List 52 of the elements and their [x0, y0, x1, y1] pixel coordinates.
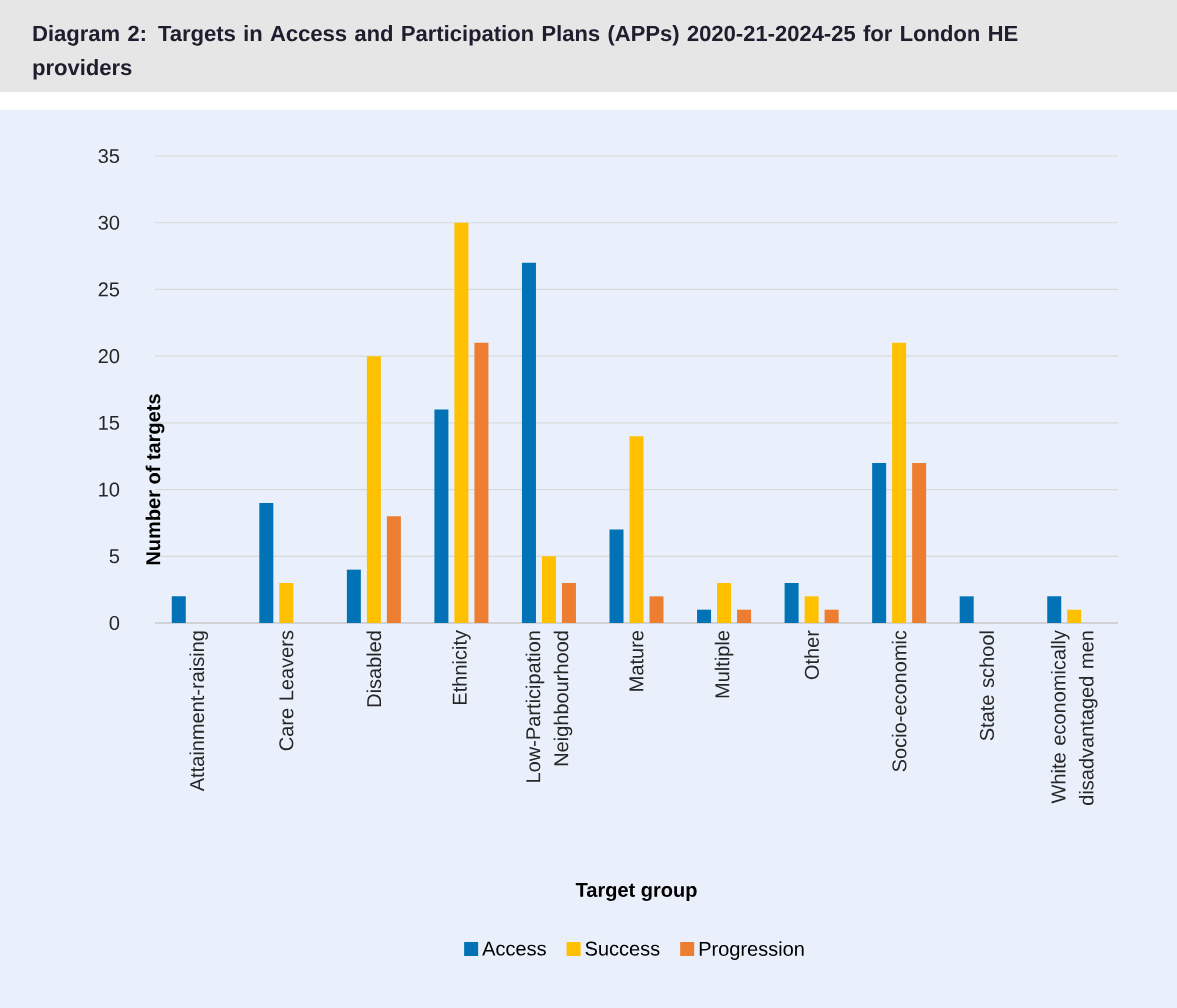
- bar: [697, 609, 712, 624]
- x-tick-label: Mature: [629, 630, 644, 691]
- x-axis-title: Target group: [575, 883, 697, 902]
- legend-label: Progression: [699, 941, 804, 960]
- bar: [279, 582, 294, 624]
- y-tick-label: 20: [98, 349, 120, 364]
- bar: [629, 436, 644, 624]
- legend-label: Success: [585, 941, 660, 956]
- bar: [959, 596, 974, 624]
- bar: [561, 582, 576, 624]
- x-tick-label: Socio-economic: [891, 630, 907, 772]
- bar: [912, 462, 927, 624]
- bar: [454, 222, 469, 624]
- y-tick-label: 10: [99, 482, 120, 497]
- bar: [1047, 596, 1062, 624]
- y-tick-label: 15: [99, 415, 120, 430]
- x-tick-label: Ethnicity: [452, 630, 471, 705]
- bar: [259, 502, 274, 624]
- bar: [474, 342, 489, 624]
- bar: [386, 516, 401, 624]
- bar: [824, 609, 839, 624]
- y-tick-label: 35: [98, 148, 120, 164]
- y-tick-label: 25: [98, 282, 120, 297]
- y-axis-title: Number of targets: [145, 394, 165, 565]
- x-tick-label: Attainment-raising: [189, 631, 209, 792]
- bar: [541, 556, 556, 624]
- x-tick-label: State school: [979, 631, 995, 741]
- bar: [892, 342, 907, 624]
- x-tick-label: White economically disadvantaged men: [1050, 630, 1098, 805]
- bar: [366, 356, 381, 624]
- chart-title: Diagram 2: Targets in Access and Participation Plans (APPs) 2020-21-2024-25 for London HE providers: [33, 25, 1018, 80]
- bar: [1067, 609, 1082, 624]
- legend-label: Access: [482, 941, 546, 956]
- bar: [737, 609, 752, 624]
- x-tick-label: Disabled: [366, 631, 382, 707]
- y-tick-label: 5: [109, 549, 120, 564]
- bar: [784, 582, 799, 624]
- bar: [717, 582, 732, 624]
- bar: [521, 262, 536, 624]
- x-tick-label: Care Leavers: [279, 630, 294, 751]
- y-tick-label: 0: [109, 615, 120, 631]
- bar: [872, 462, 887, 624]
- bar: [649, 596, 664, 624]
- bar: [804, 596, 819, 624]
- bar: [346, 569, 361, 624]
- x-tick-label: Low-Participation Neighbourhood: [525, 631, 573, 782]
- bar: [171, 596, 186, 624]
- x-tick-label: Multiple: [714, 630, 734, 698]
- bar: [434, 409, 449, 624]
- y-tick-label: 30: [98, 215, 120, 230]
- bar: [609, 529, 624, 624]
- x-tick-label: Other: [804, 630, 819, 680]
